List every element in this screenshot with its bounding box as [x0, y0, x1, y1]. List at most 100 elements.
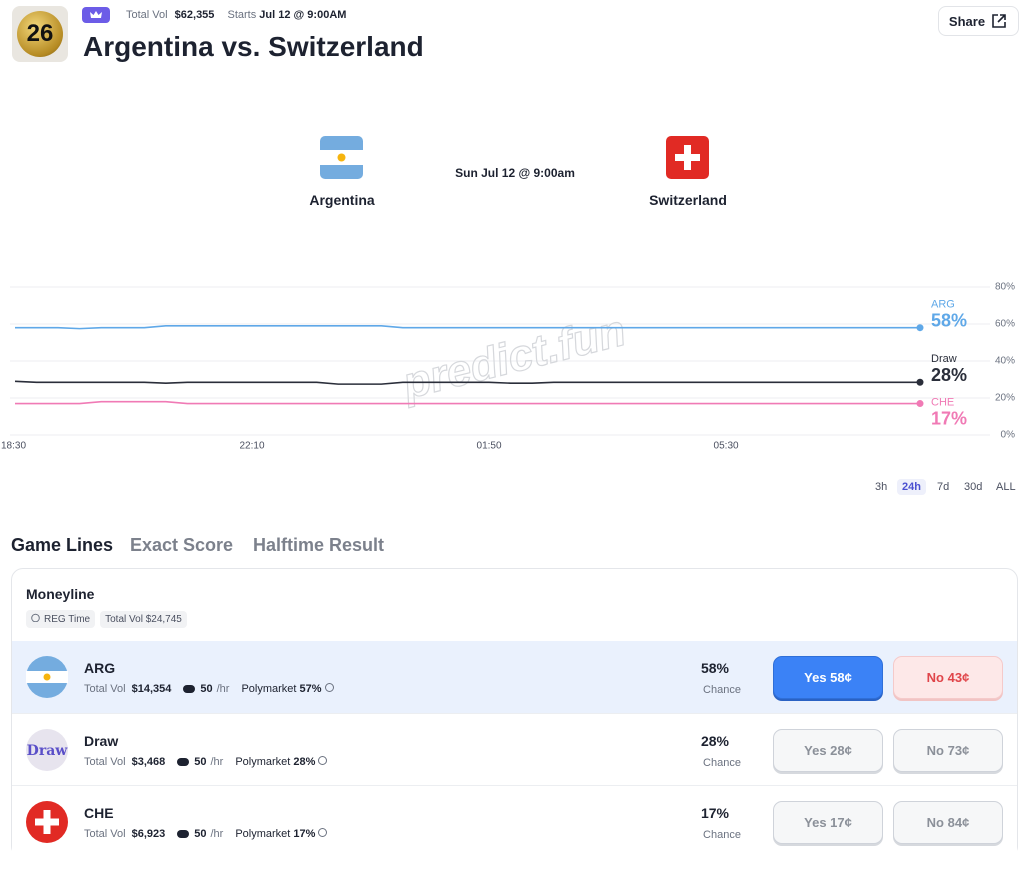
share-label: Share	[948, 13, 986, 29]
rate: /hr	[216, 683, 230, 695]
price-chart: 0% 20% 40% 60% 80% predict.fun 18:30 22:10 01:50…	[1, 282, 1016, 452]
share-icon	[992, 14, 1006, 28]
tag-text: REG Time	[44, 614, 91, 625]
page-title: Argentina vs. Switzerland	[83, 31, 424, 62]
market-row: CHE Total Vol $6,923 50/hr Polymarket 17% 17% C…	[12, 785, 1017, 858]
outcome-details: Total Vol $6,923 50/hr Polymarket 17%	[84, 828, 328, 840]
team-icon	[26, 656, 68, 698]
team-icon	[26, 801, 68, 843]
rate: /hr	[210, 756, 224, 768]
watermark: predict.fun	[397, 306, 630, 409]
outcome-name: Draw	[84, 733, 119, 749]
range-button[interactable]: 30d	[964, 481, 983, 493]
argentina-flag	[320, 136, 363, 179]
outcome-details: Total Vol $3,468 50/hr Polymarket 28%	[84, 756, 328, 768]
points-icon	[177, 830, 190, 839]
x-tick-label: 18:30	[1, 441, 26, 452]
poly-label: Polymarket	[235, 756, 291, 768]
outcome-details: Total Vol $14,354 50/hr Polymarket 57%	[84, 683, 334, 695]
yes-button[interactable]: Yes 28¢	[773, 729, 883, 772]
chance-label: Chance	[703, 684, 741, 696]
outcome-name: ARG	[84, 660, 116, 676]
points: 50	[194, 756, 207, 768]
y-tick-label: 40%	[995, 356, 1015, 367]
share-button[interactable]: Share	[938, 6, 1019, 36]
switzerland-flag	[666, 136, 709, 179]
chance-label: Chance	[703, 757, 741, 769]
poly-label: Polymarket	[241, 683, 297, 695]
chance-label: Chance	[703, 829, 741, 841]
match-time: Sun Jul 12 @ 9:00am	[455, 166, 575, 180]
crown-icon	[90, 11, 102, 18]
starts-value: Jul 12 @ 9:00AM	[259, 9, 347, 21]
range-button[interactable]: ALL	[996, 481, 1016, 493]
poly-value: 57%	[299, 683, 322, 695]
icon-text: Draw	[27, 743, 68, 759]
range-button[interactable]: 24h	[897, 479, 926, 495]
help-icon	[324, 683, 334, 692]
no-button[interactable]: No 73¢	[893, 729, 1003, 772]
poly-label: Polymarket	[235, 828, 291, 840]
end-dot	[916, 378, 924, 386]
yes-button[interactable]: Yes 17¢	[773, 801, 883, 844]
market-row: ARG Total Vol $14,354 50/hr Polymarket 57% 58%…	[12, 641, 1017, 713]
tag: REG Time	[26, 610, 96, 628]
chance: 17%	[700, 805, 730, 821]
no-button[interactable]: No 84¢	[893, 801, 1003, 844]
points-icon	[177, 758, 190, 767]
points: 50	[200, 683, 213, 695]
range-button[interactable]: 7d	[937, 481, 950, 493]
logo: 26	[12, 6, 68, 62]
legend-name: CHE	[931, 396, 954, 408]
vol-value: $14,354	[131, 683, 172, 695]
current-value: 17%	[931, 408, 967, 428]
total-vol: Total Vol $62,355 Starts Jul 12 @ 9:00AM	[126, 9, 346, 21]
tab[interactable]: Halftime Result	[253, 535, 385, 555]
market-title: Moneyline	[26, 586, 95, 602]
market-row: Draw Draw Total Vol $3,468 50/hr Polymarket 28…	[12, 713, 1017, 786]
vol-value: $6,923	[131, 828, 166, 840]
vol-label: Total Vol	[84, 683, 126, 695]
info-icon	[31, 613, 40, 623]
vol-label: Total Vol	[84, 756, 126, 768]
chance: 28%	[700, 733, 730, 749]
no-button[interactable]: No 43¢	[893, 656, 1003, 699]
outcome-name: CHE	[84, 805, 114, 821]
help-icon	[318, 828, 328, 837]
total-vol-value: $62,355	[174, 9, 215, 21]
home-team: Argentina	[309, 192, 375, 208]
legend-name: ARG	[931, 299, 955, 311]
y-tick-label: 0%	[1001, 430, 1016, 441]
poly-value: 28%	[293, 756, 316, 768]
poly-value: 17%	[293, 828, 316, 840]
vol-value: $3,468	[131, 756, 166, 768]
tab[interactable]: Exact Score	[130, 535, 234, 555]
starts-label: Starts	[227, 9, 257, 21]
y-tick-label: 60%	[995, 319, 1015, 330]
end-dot	[916, 400, 924, 408]
current-value: 58%	[931, 310, 967, 330]
end-dot	[916, 324, 924, 332]
x-tick-label: 05:30	[714, 441, 739, 452]
tag: Total Vol $24,745	[100, 611, 187, 628]
yes-button[interactable]: Yes 58¢	[773, 656, 883, 699]
crown-badge	[82, 7, 110, 23]
away-team: Switzerland	[649, 192, 727, 208]
series-line	[15, 325, 920, 330]
tag-text: Total Vol $24,745	[105, 614, 182, 625]
y-tick-label: 80%	[995, 282, 1015, 293]
help-icon	[318, 756, 328, 765]
team-icon: Draw	[26, 729, 68, 771]
legend-name: Draw	[931, 353, 957, 365]
range-button[interactable]: 3h	[875, 481, 888, 493]
points-icon	[183, 685, 196, 694]
vol-label: Total Vol	[84, 828, 126, 840]
x-tick-label: 01:50	[477, 441, 502, 452]
series-line	[15, 400, 920, 405]
tab[interactable]: Game Lines	[11, 535, 114, 555]
market-tags: REG Time Total Vol $24,745	[26, 609, 192, 628]
points: 50	[194, 828, 207, 840]
rate: /hr	[210, 828, 224, 840]
x-tick-label: 22:10	[240, 441, 265, 452]
